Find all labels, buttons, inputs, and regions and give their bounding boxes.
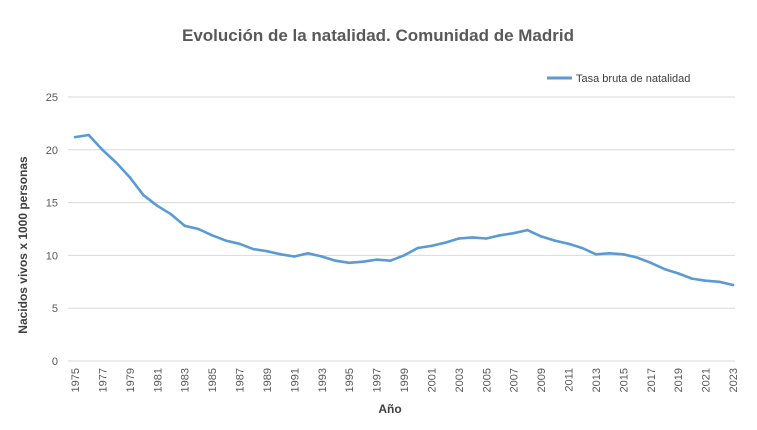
data-point (663, 267, 666, 271)
data-point (649, 261, 653, 265)
y-tick-label: 20 (46, 145, 58, 157)
x-tick-label: 1977 (97, 368, 109, 392)
data-point (443, 241, 447, 245)
y-tick-label: 0 (52, 356, 58, 368)
data-point (306, 251, 310, 255)
data-point (197, 227, 200, 231)
data-point (238, 242, 241, 246)
data-point (265, 249, 269, 253)
data-point (731, 283, 735, 287)
x-tick-label: 2009 (536, 368, 548, 392)
x-tick-label: 1975 (70, 368, 82, 392)
data-point (375, 258, 378, 261)
data-point (512, 231, 515, 235)
data-point (210, 234, 214, 237)
data-point (142, 193, 145, 197)
x-tick-label: 2023 (728, 368, 740, 392)
chart-title: Evolución de la natalidad. Comunidad de … (182, 26, 574, 45)
data-point (635, 256, 639, 259)
x-tick-label: 2011 (564, 368, 576, 392)
x-tick-label: 1993 (317, 368, 329, 392)
data-point (717, 280, 721, 284)
x-tick-label: 1983 (180, 368, 192, 392)
data-point (361, 260, 365, 264)
x-tick-label: 2007 (509, 368, 521, 392)
data-point (402, 254, 406, 257)
data-point (457, 237, 461, 240)
data-point (114, 161, 118, 164)
data-point (279, 253, 282, 256)
x-tick-label: 1985 (207, 368, 219, 392)
data-point (498, 234, 502, 237)
data-point (567, 242, 570, 246)
data-point (416, 246, 420, 250)
series-line (74, 133, 734, 287)
x-tick-label: 2001 (426, 368, 438, 392)
data-point (471, 236, 474, 239)
data-point (553, 239, 557, 242)
y-tick-label: 15 (46, 198, 58, 210)
x-tick-label: 1989 (262, 368, 274, 392)
x-tick-label: 2015 (618, 368, 630, 392)
x-tick-label: 2019 (673, 368, 685, 392)
x-tick-label: 2005 (481, 368, 493, 392)
legend: Tasa bruta de natalidad (547, 73, 690, 85)
data-point (539, 235, 543, 238)
data-point (183, 224, 186, 228)
x-tick-label: 1979 (125, 368, 137, 392)
y-tick-label: 5 (52, 303, 58, 315)
data-point (526, 228, 529, 232)
data-point (320, 255, 324, 258)
data-point (155, 204, 159, 208)
data-point (594, 253, 598, 256)
x-tick-label: 1995 (344, 368, 356, 392)
x-tick-label: 1981 (152, 368, 164, 392)
x-tick-label: 1997 (372, 368, 384, 392)
x-tick-label: 2003 (454, 368, 466, 392)
data-point (704, 279, 707, 283)
y-axis-label: Nacidos vivos x 1000 personas (16, 156, 30, 334)
x-tick-label: 2013 (591, 368, 603, 392)
data-point (347, 261, 351, 265)
data-point (622, 253, 625, 256)
data-point (101, 148, 104, 152)
data-point (388, 259, 392, 262)
data-point (484, 237, 488, 240)
y-tick-label: 10 (46, 250, 58, 262)
data-point (251, 247, 255, 251)
data-point (73, 135, 77, 139)
data-point (690, 277, 694, 280)
data-point (676, 272, 680, 275)
data-point (128, 175, 132, 179)
data-point (169, 212, 173, 216)
data-point (224, 239, 228, 242)
data-point (87, 133, 91, 137)
data-point (430, 244, 433, 248)
x-tick-label: 1999 (399, 368, 411, 392)
y-tick-label: 25 (46, 92, 58, 104)
data-point (608, 251, 611, 255)
x-axis-label: Año (378, 402, 401, 416)
x-tick-label: 1987 (235, 368, 247, 392)
x-tick-label: 2017 (646, 368, 658, 392)
data-point (293, 255, 296, 258)
x-tick-label: 2021 (701, 368, 713, 392)
legend-label: Tasa bruta de natalidad (576, 73, 690, 85)
x-tick-label: 1991 (289, 368, 301, 392)
data-point (580, 246, 584, 250)
data-point (334, 259, 337, 262)
